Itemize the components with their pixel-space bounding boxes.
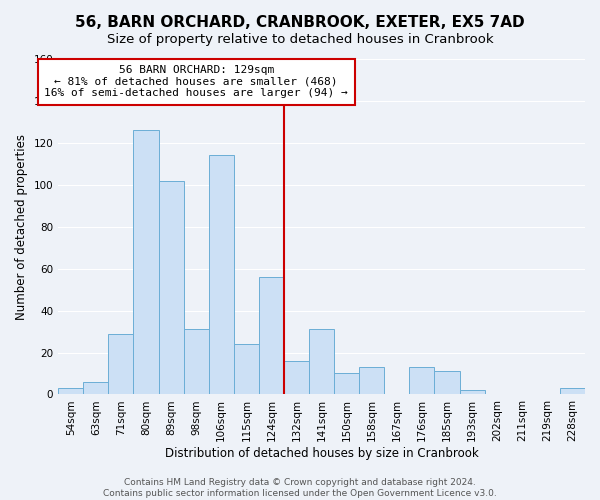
Bar [58, 388, 83, 394]
Bar [83, 382, 109, 394]
Bar [284, 361, 309, 394]
Y-axis label: Number of detached properties: Number of detached properties [15, 134, 28, 320]
Bar [109, 334, 133, 394]
Bar [560, 388, 585, 394]
Bar [184, 330, 209, 394]
Bar [334, 374, 359, 394]
Text: Size of property relative to detached houses in Cranbrook: Size of property relative to detached ho… [107, 32, 493, 46]
Bar [409, 367, 434, 394]
Text: Contains HM Land Registry data © Crown copyright and database right 2024.
Contai: Contains HM Land Registry data © Crown c… [103, 478, 497, 498]
Bar [158, 180, 184, 394]
Bar [434, 372, 460, 394]
Bar [460, 390, 485, 394]
Bar [234, 344, 259, 395]
Bar [209, 156, 234, 394]
Text: 56 BARN ORCHARD: 129sqm
← 81% of detached houses are smaller (468)
16% of semi-d: 56 BARN ORCHARD: 129sqm ← 81% of detache… [44, 66, 348, 98]
Bar [259, 277, 284, 394]
Text: 56, BARN ORCHARD, CRANBROOK, EXETER, EX5 7AD: 56, BARN ORCHARD, CRANBROOK, EXETER, EX5… [75, 15, 525, 30]
Bar [309, 330, 334, 394]
Bar [359, 367, 385, 394]
Bar [133, 130, 158, 394]
X-axis label: Distribution of detached houses by size in Cranbrook: Distribution of detached houses by size … [165, 447, 478, 460]
